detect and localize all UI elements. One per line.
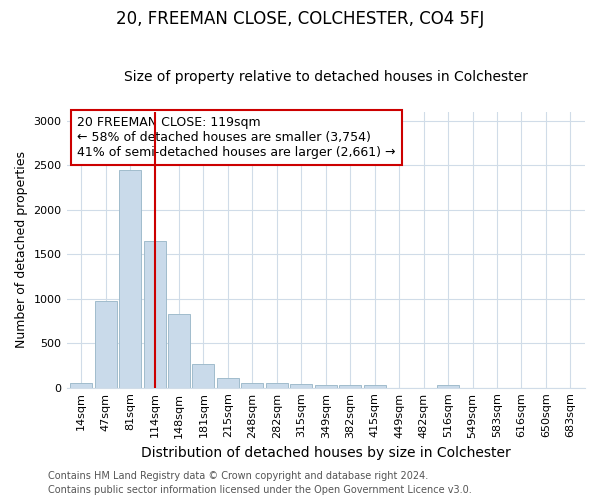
Bar: [95, 301, 116, 388]
Y-axis label: Number of detached properties: Number of detached properties: [15, 152, 28, 348]
Bar: [364, 385, 386, 388]
Bar: [290, 384, 313, 388]
Bar: [241, 383, 263, 388]
Bar: [193, 364, 214, 388]
Bar: [70, 383, 92, 388]
Text: 20, FREEMAN CLOSE, COLCHESTER, CO4 5FJ: 20, FREEMAN CLOSE, COLCHESTER, CO4 5FJ: [116, 10, 484, 28]
Bar: [168, 314, 190, 388]
Text: 20 FREEMAN CLOSE: 119sqm
← 58% of detached houses are smaller (3,754)
41% of sem: 20 FREEMAN CLOSE: 119sqm ← 58% of detach…: [77, 116, 395, 159]
Bar: [119, 170, 141, 388]
Bar: [339, 385, 361, 388]
Title: Size of property relative to detached houses in Colchester: Size of property relative to detached ho…: [124, 70, 528, 85]
Text: Contains HM Land Registry data © Crown copyright and database right 2024.
Contai: Contains HM Land Registry data © Crown c…: [48, 471, 472, 495]
Bar: [437, 386, 459, 388]
Bar: [315, 384, 337, 388]
Bar: [143, 241, 166, 388]
Bar: [217, 378, 239, 388]
Bar: [266, 383, 288, 388]
X-axis label: Distribution of detached houses by size in Colchester: Distribution of detached houses by size …: [141, 446, 511, 460]
